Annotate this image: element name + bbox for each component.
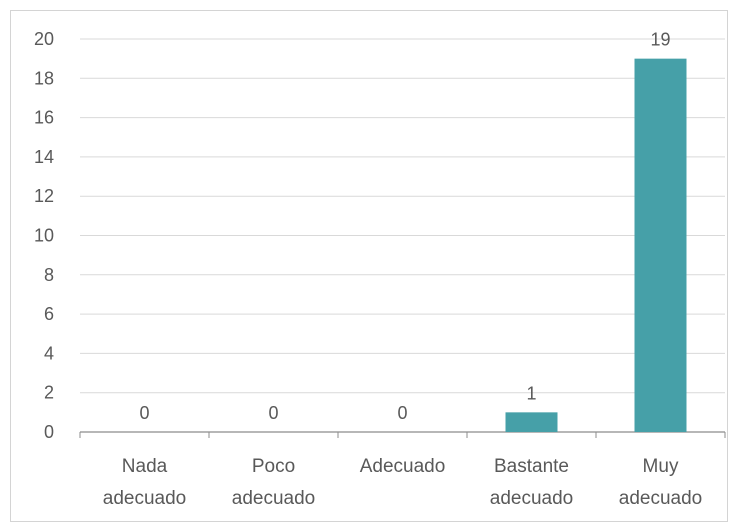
data-label: 19 <box>650 30 670 50</box>
x-category-label: adecuado <box>232 488 315 509</box>
data-label: 1 <box>526 383 536 403</box>
x-category-label: Adecuado <box>360 456 446 477</box>
x-category-label: Muy <box>643 456 679 477</box>
y-tick-label: 10 <box>34 226 54 246</box>
x-category-label: adecuado <box>490 488 573 509</box>
y-tick-label: 18 <box>34 68 54 88</box>
y-tick-label: 2 <box>44 383 54 403</box>
x-category-label: adecuado <box>103 488 186 509</box>
x-category-label: Nada <box>122 456 168 477</box>
y-tick-label: 12 <box>34 186 54 206</box>
y-tick-label: 6 <box>44 304 54 324</box>
data-label: 0 <box>397 403 407 423</box>
x-category-label: Poco <box>252 456 295 477</box>
y-tick-label: 16 <box>34 108 54 128</box>
data-label: 0 <box>268 403 278 423</box>
bar <box>505 412 558 432</box>
y-tick-label: 4 <box>44 343 54 363</box>
bar <box>634 58 687 433</box>
y-tick-label: 20 <box>34 29 54 49</box>
y-tick-label: 14 <box>34 147 54 167</box>
chart-frame <box>10 10 728 522</box>
x-category-label: Bastante <box>494 456 569 477</box>
data-label: 0 <box>139 403 149 423</box>
y-tick-label: 0 <box>44 422 54 442</box>
y-tick-label: 8 <box>44 265 54 285</box>
x-category-label: adecuado <box>619 488 702 509</box>
